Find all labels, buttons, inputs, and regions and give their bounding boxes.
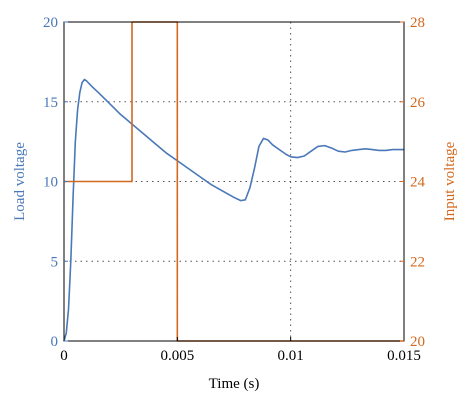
- right-y-axis-label: Input voltage: [442, 141, 458, 221]
- left-y-tick-label: 5: [51, 254, 59, 270]
- x-tick-label: 0: [60, 348, 68, 364]
- left-y-tick-label: 15: [43, 95, 58, 111]
- x-tick-label: 0.005: [160, 348, 194, 364]
- series-lines: [63, 21, 404, 342]
- right-y-tick-label: 20: [410, 334, 425, 350]
- left-y-tick-label: 0: [51, 334, 59, 350]
- right-y-tick-label: 28: [410, 15, 425, 31]
- right-y-tick-label: 22: [410, 254, 425, 270]
- right-y-tick-label: 24: [410, 175, 426, 191]
- x-tick-label: 0.015: [387, 348, 421, 364]
- left-y-tick-label: 20: [43, 15, 58, 31]
- tick-labels: 0 0.005 0.01 0.015 0 5 10 15 20 20 22 24 26 28: [43, 15, 426, 364]
- left-y-axis-label: Load voltage: [12, 142, 28, 221]
- input-voltage-line: [64, 21, 404, 342]
- right-y-tick-label: 26: [410, 95, 426, 111]
- left-y-tick-label: 10: [43, 175, 58, 191]
- x-tick-label: 0.01: [278, 348, 304, 364]
- load-voltage-line: [63, 78, 404, 342]
- x-axis-label: Time (s): [209, 376, 260, 392]
